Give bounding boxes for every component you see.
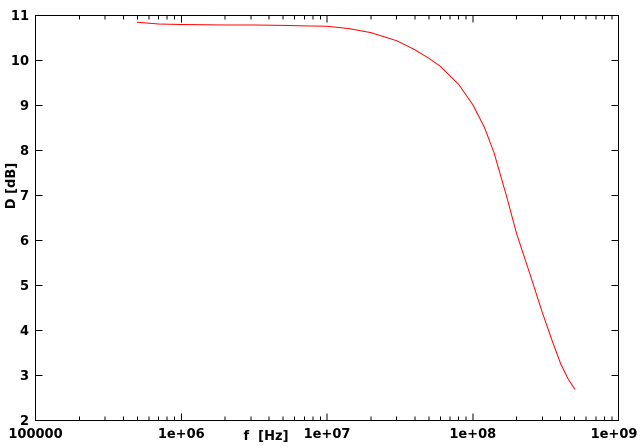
y-tick-label: 10	[11, 54, 29, 69]
x-tick-label: 1e+06	[158, 427, 205, 442]
response-curve	[136, 21, 576, 390]
series-line	[136, 21, 576, 390]
y-axis-title: D [dB]	[4, 163, 19, 209]
x-tick-label: 1e+07	[304, 427, 351, 442]
y-tick-label: 2	[20, 414, 29, 429]
y-tick-label: 7	[20, 189, 29, 204]
tick-labels: 100000 1e+06 1e+07 1e+08 1e+09 2 3 4 5 6 7 8 9 10 11	[8, 9, 637, 442]
axes	[35, 15, 619, 421]
y-tick-label: 3	[20, 369, 29, 384]
y-tick-label: 9	[20, 99, 29, 114]
x-tick-label: 1e+09	[591, 427, 638, 442]
x-tick-label: 100000	[8, 427, 62, 442]
y-tick-label: 5	[20, 279, 29, 294]
plot-border	[35, 15, 619, 421]
y-tick-label: 11	[11, 9, 29, 24]
x-tick-label: 1e+08	[449, 427, 496, 442]
y-tick-label: 4	[20, 324, 29, 339]
x-axis-title: f [Hz]	[243, 429, 288, 444]
y-tick-label: 6	[20, 234, 29, 249]
y-tick-label: 8	[20, 144, 29, 159]
